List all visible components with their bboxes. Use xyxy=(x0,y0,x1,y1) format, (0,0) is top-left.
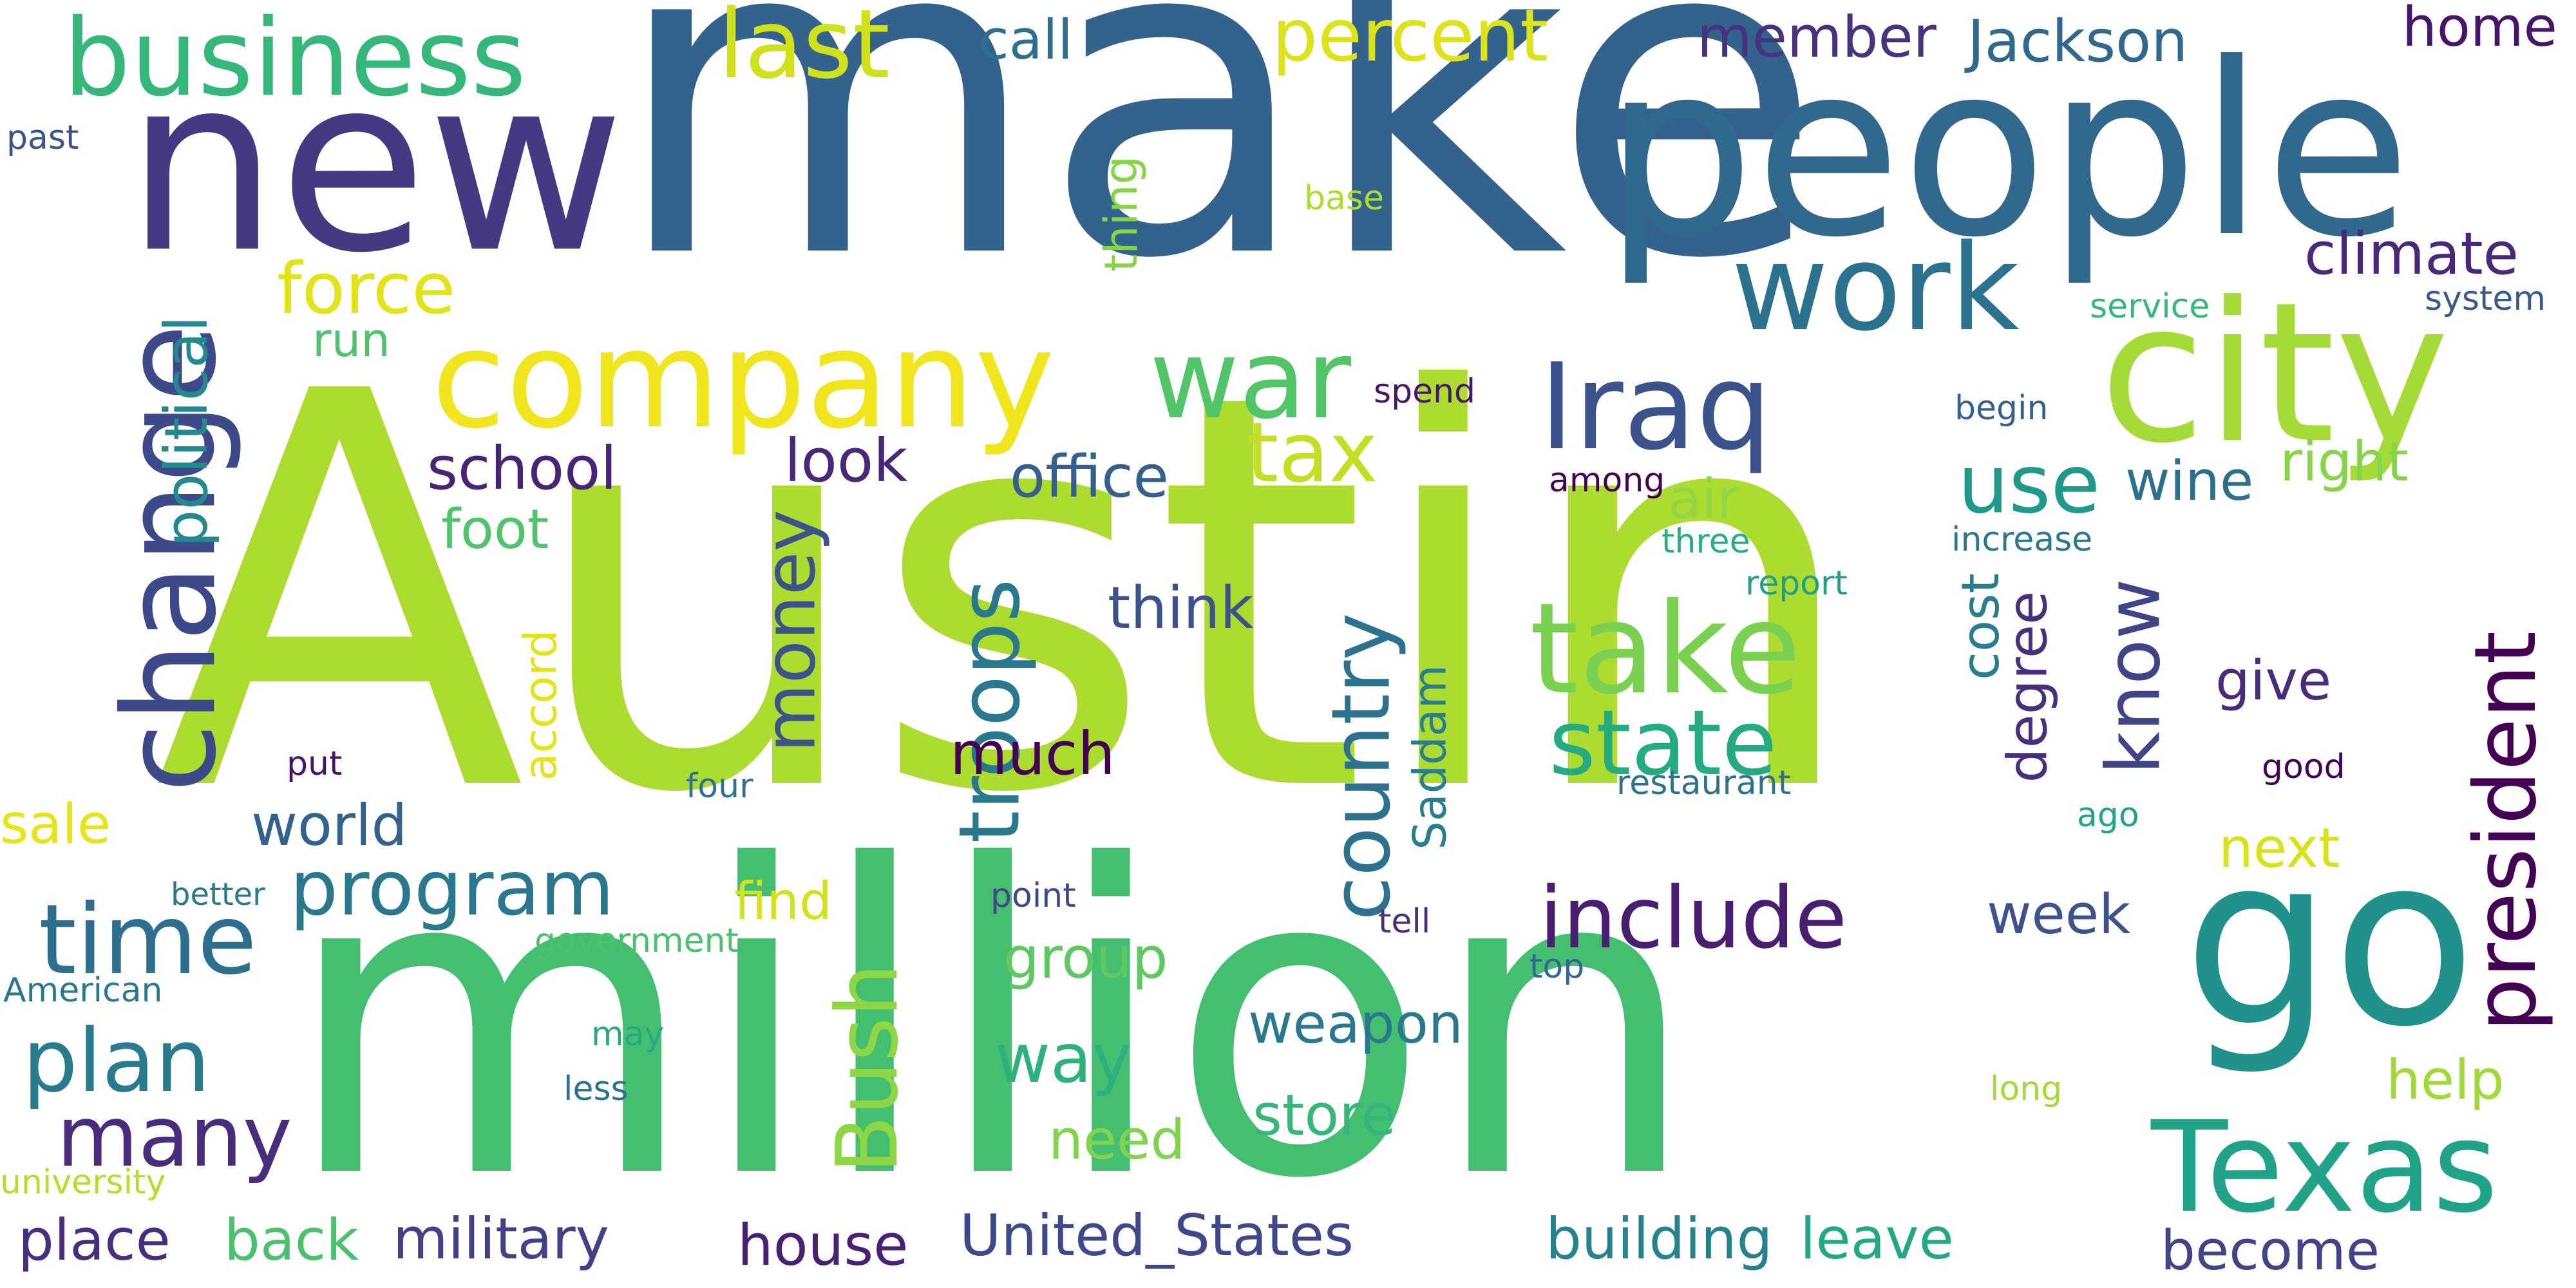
word-think: think xyxy=(1108,574,1254,642)
word-wine: wine xyxy=(2125,450,2254,513)
word-spend: spend xyxy=(1374,372,1476,411)
word-look: look xyxy=(784,426,908,495)
word-weapon: weapon xyxy=(1248,992,1463,1056)
word-much: much xyxy=(950,719,1115,788)
word-restaurant: restaurant xyxy=(1616,764,1792,802)
word-work: work xyxy=(1731,218,2020,357)
word-time: time xyxy=(39,884,257,996)
word-put: put xyxy=(287,744,343,783)
word-office: office xyxy=(1010,443,1169,511)
word-increase: increase xyxy=(1951,520,2093,559)
word-better: better xyxy=(171,876,265,913)
word-country: country xyxy=(1314,612,1408,921)
word-thing: thing xyxy=(1095,155,1148,272)
word-city: city xyxy=(2099,261,2450,486)
word-tell: tell xyxy=(1378,902,1431,941)
word-run: run xyxy=(312,313,390,367)
word-member: member xyxy=(1697,4,1937,70)
word-force: force xyxy=(277,247,455,330)
word-begin: begin xyxy=(1955,389,2049,428)
word-climate: climate xyxy=(2304,220,2519,288)
word-back: back xyxy=(224,1207,359,1273)
word-building: building xyxy=(1546,1206,1773,1272)
word-past: past xyxy=(6,118,79,157)
word-iraq: Iraq xyxy=(1539,337,1772,477)
word-military: military xyxy=(393,1206,609,1272)
word-foot: foot xyxy=(441,498,549,562)
word-cost: cost xyxy=(1950,573,2011,680)
word-point: point xyxy=(990,876,1076,915)
word-last: last xyxy=(718,0,890,100)
word-report: report xyxy=(1745,564,1848,603)
word-go: go xyxy=(2183,805,2477,1079)
word-united-states: United_States xyxy=(960,1202,1354,1269)
word-may: may xyxy=(591,1015,665,1054)
word-political: political xyxy=(151,316,221,547)
word-money: money xyxy=(748,509,831,753)
word-long: long xyxy=(1990,1070,2063,1108)
word-company: company xyxy=(431,301,1055,459)
word-tax: tax xyxy=(1246,405,1378,501)
word-sale: sale xyxy=(0,793,111,857)
word-government: government xyxy=(535,922,739,960)
word-use: use xyxy=(1958,438,2101,531)
word-leave: leave xyxy=(1800,1206,1954,1272)
word-store: store xyxy=(1253,1082,1396,1148)
word-new: new xyxy=(126,25,625,306)
word-know: know xyxy=(2090,578,2177,775)
word-jackson: Jackson xyxy=(1967,8,2188,75)
word-home: home xyxy=(2402,0,2557,59)
word-next: next xyxy=(2219,817,2340,880)
word-service: service xyxy=(2090,287,2210,326)
word-find: find xyxy=(734,871,832,931)
word-troops: troops xyxy=(940,578,1039,844)
word-bush: Bush xyxy=(818,963,918,1174)
word-million: million xyxy=(283,776,1700,1271)
word-base: base xyxy=(1304,179,1384,218)
word-state: state xyxy=(1549,691,1777,796)
word-include: include xyxy=(1539,869,1848,968)
word-accord: accord xyxy=(514,629,567,781)
word-less: less xyxy=(564,1070,629,1108)
word-world: world xyxy=(251,792,408,858)
word-way: way xyxy=(995,1019,1132,1098)
word-four: four xyxy=(686,767,753,806)
word-place: place xyxy=(18,1207,171,1273)
word-become: become xyxy=(2161,1219,2380,1283)
word-help: help xyxy=(2386,1048,2505,1112)
word-president: president xyxy=(2456,630,2556,1032)
word-need: need xyxy=(1048,1108,1186,1172)
word-air: air xyxy=(1668,468,1739,531)
word-top: top xyxy=(1530,947,1585,986)
word-texas: Texas xyxy=(2151,1094,2499,1240)
word-american: American xyxy=(3,971,163,1010)
word-saddam: Saddam xyxy=(1403,665,1457,850)
word-people: people xyxy=(1604,13,2412,290)
word-house: house xyxy=(737,1212,909,1278)
word-call: call xyxy=(979,8,1074,72)
word-business: business xyxy=(63,0,527,120)
word-percent: percent xyxy=(1272,0,1548,78)
word-program: program xyxy=(290,844,614,933)
word-right: right xyxy=(2280,430,2409,494)
word-among: among xyxy=(1549,461,1665,500)
word-austin: Austin xyxy=(153,279,1864,912)
word-group: group xyxy=(1003,925,1168,991)
word-school: school xyxy=(427,434,617,503)
word-take: take xyxy=(1530,576,1801,722)
word-three: three xyxy=(1662,522,1750,561)
word-system: system xyxy=(2425,279,2546,318)
word-university: university xyxy=(0,1163,166,1202)
word-many: many xyxy=(57,1088,292,1186)
word-war: war xyxy=(1150,316,1352,444)
word-plan: plan xyxy=(23,1010,211,1112)
word-give: give xyxy=(2215,649,2332,713)
word-week: week xyxy=(1987,883,2131,947)
word-good: good xyxy=(2262,748,2345,786)
word-ago: ago xyxy=(2077,796,2139,835)
word-make: make xyxy=(612,0,1823,355)
